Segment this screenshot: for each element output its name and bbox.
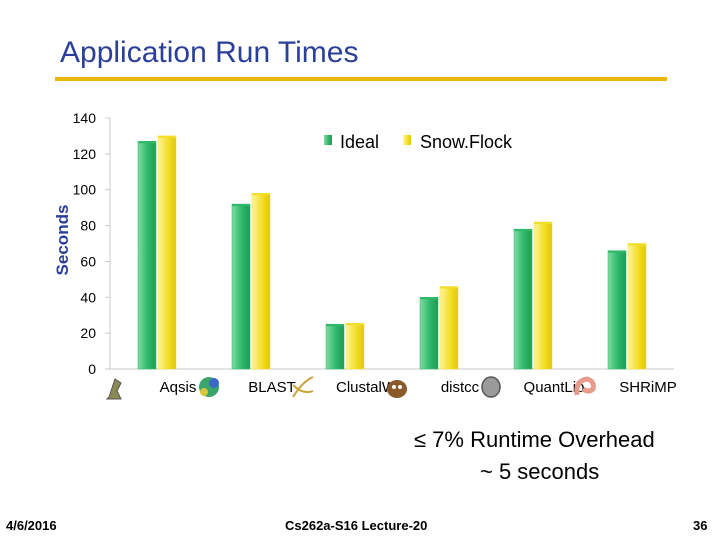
chart-axes: 0 20 40 60 80 100 120 140 Seconds	[53, 110, 674, 377]
legend-label-snowflock: Snow.Flock	[420, 132, 513, 152]
footer-course: Cs262a-S16 Lecture-20	[285, 518, 428, 533]
coin-shape	[481, 376, 501, 398]
y-tick-label: 120	[73, 146, 97, 162]
chart-bars: Aqsis BLAST ClustalW distcc QuantLib SHRiMP	[137, 135, 677, 396]
coin-icon	[481, 376, 501, 398]
footer-date: 4/6/2016	[6, 518, 57, 533]
cow-body	[387, 380, 407, 398]
bar-ideal-quantlib	[513, 228, 533, 370]
bar-cap-snowflock	[440, 286, 458, 289]
bar-cap-snowflock	[158, 135, 176, 138]
y-tick-label: 100	[73, 182, 97, 198]
bar-cap-ideal	[608, 250, 626, 253]
slide-title: Application Run Times	[60, 36, 359, 69]
x-tick-label: BLAST	[248, 379, 296, 396]
protein-blob-3	[200, 388, 208, 396]
bar-snowflock-distcc	[439, 286, 459, 370]
overhead-seconds-note: ~ 5 seconds	[480, 459, 600, 484]
bar-snowflock-clustalw	[345, 323, 365, 370]
cow-eye-2	[398, 385, 402, 389]
bar-cap-ideal	[514, 229, 532, 232]
legend-label-ideal: Ideal	[340, 132, 379, 152]
bar-ideal-distcc	[419, 297, 439, 370]
bar-cap-ideal	[326, 324, 344, 327]
x-tick-label: QuantLib	[524, 379, 585, 396]
protein-blob-2	[209, 378, 219, 388]
bar-ideal-clustalw	[325, 323, 345, 370]
x-tick-label: ClustalW	[336, 379, 397, 396]
legend-swatch-snowflock	[403, 135, 411, 145]
protein-icon	[199, 377, 219, 397]
overhead-note: ≤ 7% Runtime Overhead	[414, 427, 655, 452]
bar-cap-snowflock	[628, 243, 646, 246]
bar-cap-ideal	[420, 297, 438, 300]
bar-cap-snowflock	[534, 221, 552, 224]
shrimp-shape	[574, 376, 596, 396]
x-tick-label: Aqsis	[160, 379, 197, 396]
bar-cap-ideal	[232, 204, 250, 207]
bar-snowflock-blast	[251, 193, 271, 370]
dna-strands	[292, 376, 314, 398]
bar-ideal-shrimp	[607, 250, 627, 370]
lamp-shape	[105, 378, 122, 400]
y-axis-title: Seconds	[53, 205, 72, 276]
bar-cap-snowflock	[252, 193, 270, 196]
x-tick-label: SHRiMP	[619, 379, 677, 396]
chart-legend: Ideal Snow.Flock	[324, 132, 513, 152]
cow-eye	[392, 385, 396, 389]
legend-swatch-ideal	[324, 135, 332, 145]
bar-snowflock-quantlib	[533, 221, 553, 370]
y-tick-label: 40	[80, 289, 96, 305]
shrimp-icon	[574, 376, 596, 396]
bar-cap-ideal	[138, 141, 156, 144]
category-icons	[105, 376, 596, 400]
bar-snowflock-shrimp	[627, 243, 647, 370]
dna-icon	[292, 376, 314, 398]
bar-cap-snowflock	[346, 323, 364, 326]
x-tick-label: distcc	[441, 379, 480, 396]
footer-page-number: 36	[693, 518, 708, 533]
bar-ideal-aqsis	[137, 141, 157, 370]
y-tick-label: 0	[88, 361, 96, 377]
cow-icon	[387, 380, 407, 398]
y-tick-label: 60	[80, 253, 96, 269]
title-underline	[55, 77, 667, 81]
y-tick-label: 80	[80, 218, 96, 234]
lamp-icon	[105, 378, 122, 400]
y-tick-label: 140	[73, 110, 97, 126]
y-tick-label: 20	[80, 325, 96, 341]
bar-snowflock-aqsis	[157, 135, 177, 370]
bar-ideal-blast	[231, 203, 251, 370]
